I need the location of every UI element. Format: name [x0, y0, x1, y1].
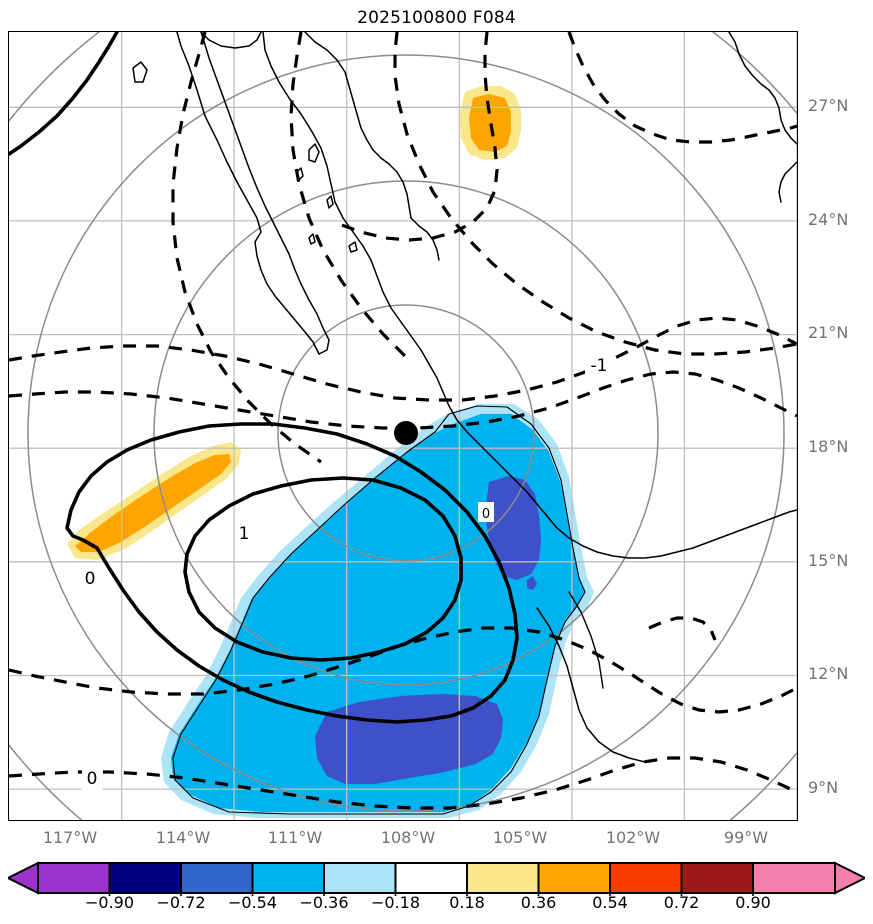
cbar-tick-7: 0.54 [592, 893, 628, 912]
chart-title: 2025100800 F084 [357, 8, 516, 28]
colorbar-under-arrow [8, 861, 39, 895]
y-tick-6: 9°N [808, 778, 839, 797]
map-plot-area: 0 1 0 -1 [8, 31, 798, 821]
colorbar [8, 860, 865, 896]
svg-text:0: 0 [482, 507, 490, 522]
svg-text:1: 1 [239, 524, 250, 544]
colorbar-seg-5 [394, 862, 468, 894]
y-tick-5: 12°N [808, 664, 849, 683]
shaded-region-positive-north [469, 94, 511, 152]
y-tick-2: 21°N [808, 323, 849, 342]
x-tick-6: 99°W [723, 828, 769, 847]
cbar-tick-4: −0.18 [370, 893, 421, 912]
colorbar-tickmarks [108, 893, 754, 896]
coastlines [132, 32, 797, 815]
x-tick-5: 102°W [605, 828, 661, 847]
colorbar-seg-3 [251, 862, 325, 894]
x-tick-1: 114°W [155, 828, 211, 847]
cbar-tick-9: 0.90 [735, 893, 771, 912]
contour-label-zero-mid: 0 [478, 502, 494, 522]
x-tick-0: 117°W [42, 828, 98, 847]
svg-text:0: 0 [87, 769, 98, 789]
x-tick-4: 105°W [492, 828, 548, 847]
cbar-tick-2: −0.54 [227, 893, 278, 912]
contour-label-one: 1 [235, 520, 254, 544]
y-tick-1: 24°N [808, 210, 849, 229]
colorbar-seg-4 [323, 862, 397, 894]
colorbar-seg-7 [537, 862, 611, 894]
cbar-tick-5: 0.18 [449, 893, 485, 912]
colorbar-seg-8 [609, 862, 683, 894]
colorbar-over-arrow [834, 861, 865, 895]
solid-contours [9, 32, 604, 724]
colorbar-seg-0 [37, 862, 111, 894]
colorbar-ticklabels: −0.90 −0.72 −0.54 −0.36 −0.18 0.18 0.36 … [0, 893, 873, 919]
colorbar-seg-6 [466, 862, 540, 894]
contour-label-minus-one: -1 [585, 352, 613, 376]
shaded-region-core-south [315, 694, 503, 784]
map-canvas: 0 1 0 -1 [9, 32, 797, 820]
colorbar-seg-10 [752, 862, 836, 894]
colorbar-seg-1 [108, 862, 182, 894]
shaded-region-positive-west [75, 454, 231, 552]
cbar-tick-1: −0.72 [156, 893, 206, 912]
contour-label-zero-bottomleft: 0 [82, 766, 103, 790]
dashed-contours [9, 32, 797, 810]
y-tick-4: 15°N [808, 551, 849, 570]
cbar-tick-8: 0.72 [663, 893, 700, 912]
shaded-region-core-speck [527, 576, 537, 590]
svg-text:-1: -1 [591, 356, 608, 376]
shaded-region-core-north [485, 476, 541, 580]
y-tick-0: 27°N [808, 96, 849, 115]
cbar-tick-0: −0.90 [84, 893, 135, 912]
x-tick-3: 108°W [380, 828, 436, 847]
storm-center-marker [394, 421, 418, 445]
colorbar-canvas [8, 861, 865, 896]
colorbar-seg-2 [180, 862, 254, 894]
y-tick-3: 18°N [808, 437, 849, 456]
contour-label-zero-left: 0 [81, 567, 100, 589]
svg-text:0: 0 [85, 569, 96, 589]
colorbar-seg-9 [680, 862, 754, 894]
cbar-tick-6: 0.36 [520, 893, 557, 912]
range-rings [9, 32, 797, 820]
x-tick-2: 111°W [267, 828, 323, 847]
cbar-tick-3: −0.36 [299, 893, 349, 912]
